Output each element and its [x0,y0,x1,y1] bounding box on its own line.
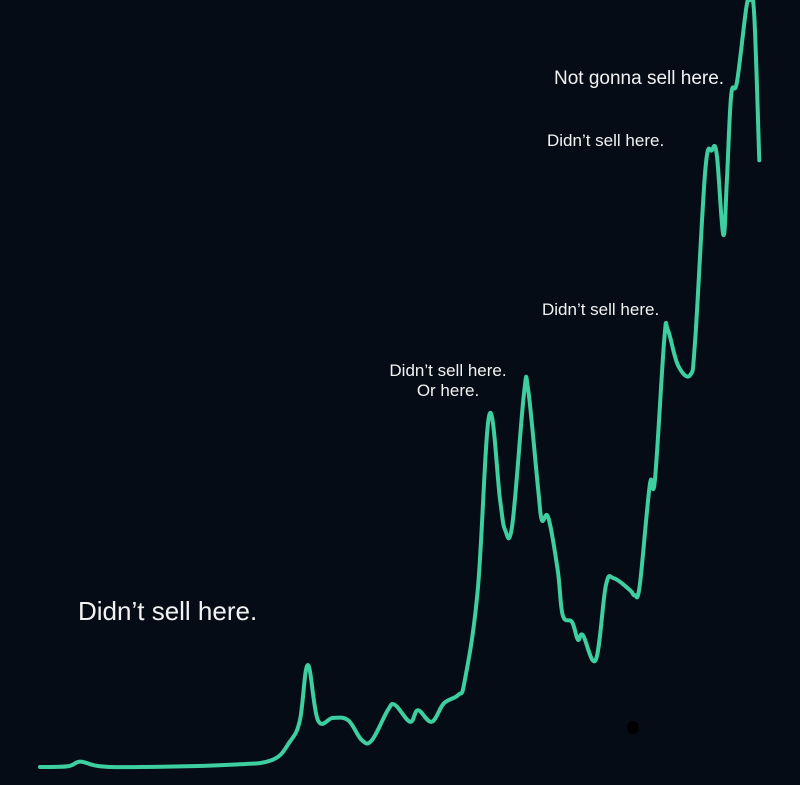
annotation-first: Didn’t sell here. [78,596,258,626]
annotation-third: Didn’t sell here. [542,300,660,319]
price-line [38,0,762,770]
black-dot [627,721,639,734]
annotation-fifth: Not gonna sell here. [554,68,725,89]
annotation-second: Didn’t sell here. Or here. [368,361,528,402]
annotation-fourth: Didn’t sell here. [547,131,665,150]
annotation-second-line1: Didn’t sell here. [389,361,507,380]
annotation-second-line2: Or here. [416,381,480,401]
